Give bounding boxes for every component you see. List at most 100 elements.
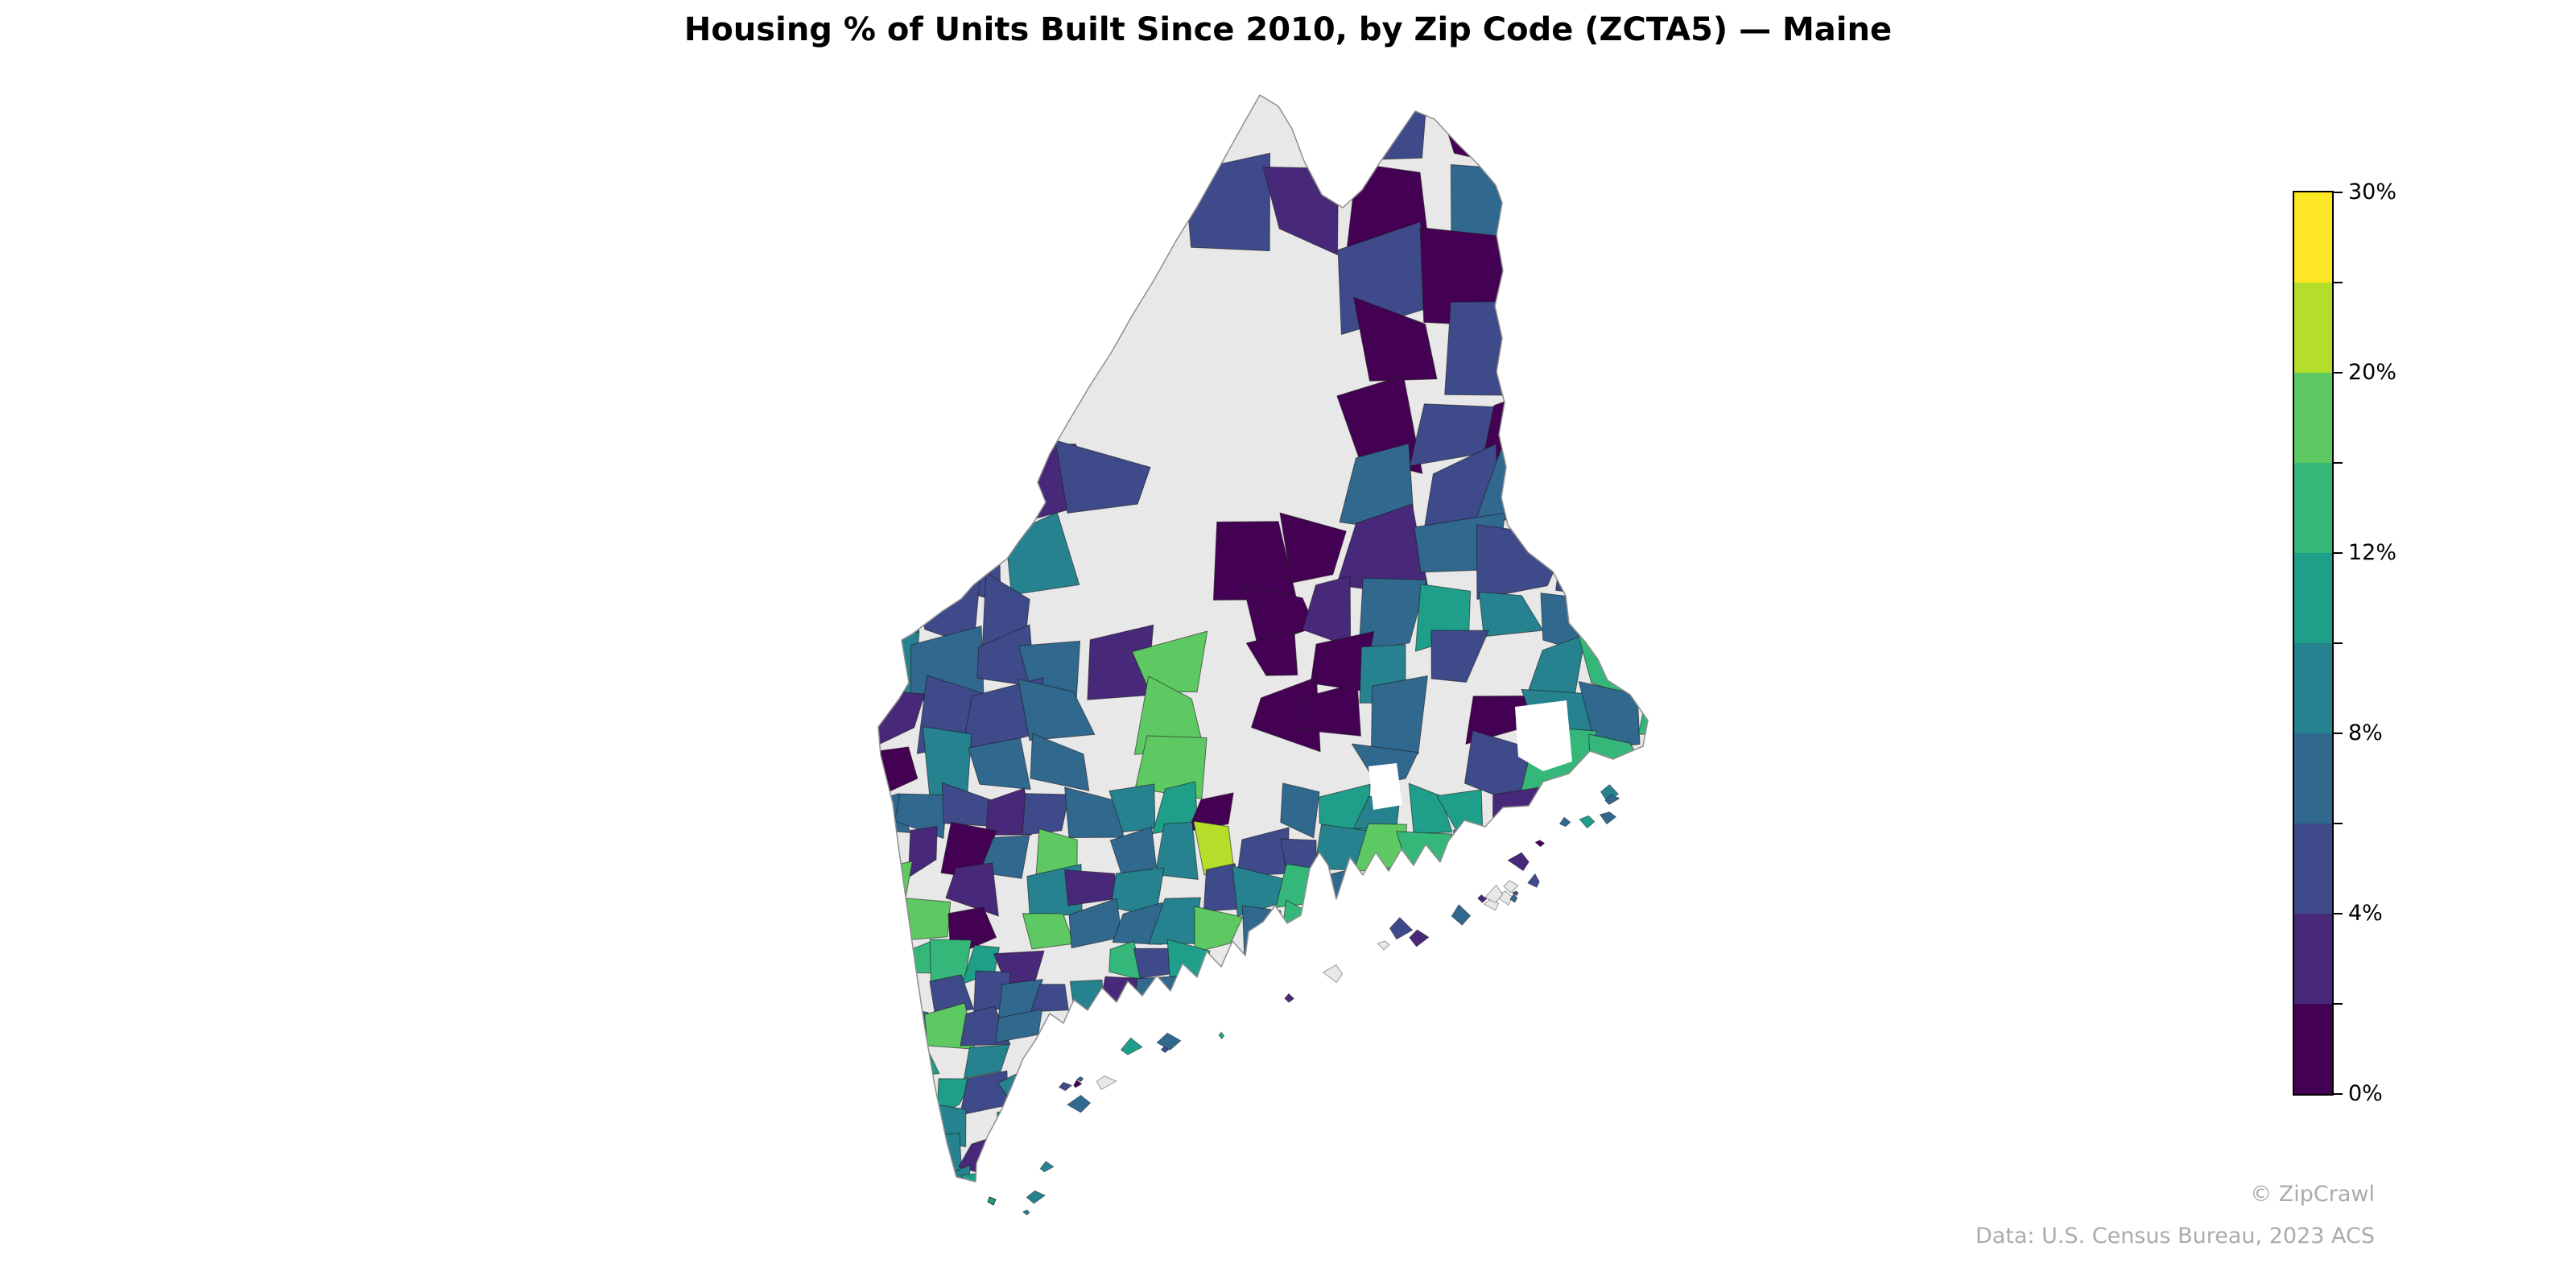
zcta-polygon xyxy=(1348,1039,1380,1084)
island-polygon xyxy=(1096,1075,1117,1091)
zcta-polygon xyxy=(1580,320,1648,401)
zcta-polygon xyxy=(1352,95,1428,161)
zcta-polygon xyxy=(1184,152,1271,252)
zcta-polygon xyxy=(1076,1195,1108,1243)
zcta-polygon xyxy=(1237,1199,1281,1236)
zcta-polygon xyxy=(1414,942,1452,984)
zcta-polygon xyxy=(1629,1100,1648,1141)
zcta-polygon xyxy=(1445,1167,1492,1182)
zcta-polygon xyxy=(1585,572,1648,635)
zcta-polygon xyxy=(1002,1233,1045,1266)
zcta-polygon xyxy=(1282,1134,1319,1180)
zcta-polygon xyxy=(1483,979,1526,1011)
island-polygon xyxy=(1377,940,1390,951)
zcta-polygon xyxy=(1555,528,1633,602)
zcta-polygon xyxy=(1107,1199,1149,1244)
zcta-polygon xyxy=(960,1229,1008,1277)
attribution-watermark: © ZipCrawl xyxy=(2250,1182,2375,1207)
zcta-polygon xyxy=(1521,1005,1566,1041)
zcta-polygon xyxy=(1586,985,1637,1018)
zcta-polygon xyxy=(1034,1207,1074,1236)
zcta-polygon xyxy=(1530,907,1574,956)
zcta-polygon xyxy=(1552,970,1599,1018)
zcta-polygon xyxy=(1516,976,1567,1007)
colorbar xyxy=(2293,191,2334,1096)
zcta-polygon xyxy=(878,1076,896,1113)
colorbar-band xyxy=(2294,373,2332,463)
zcta-polygon xyxy=(1588,1133,1636,1180)
zcta-polygon xyxy=(1484,1142,1533,1174)
zcta-polygon xyxy=(1623,1041,1648,1080)
zcta-polygon xyxy=(1411,972,1463,1011)
zcta-polygon xyxy=(1622,1075,1648,1116)
colorbar-tick xyxy=(2334,733,2343,734)
zcta-polygon xyxy=(1593,940,1635,986)
colorbar-tick xyxy=(2334,282,2343,283)
zcta-polygon xyxy=(1358,577,1427,651)
colorbar-band xyxy=(2294,1004,2332,1094)
colorbar-tick xyxy=(2334,462,2343,464)
zcta-polygon xyxy=(1525,1034,1555,1075)
zcta-polygon xyxy=(960,1203,1009,1234)
zcta-polygon xyxy=(1629,972,1648,1006)
zcta-polygon xyxy=(878,1041,892,1085)
zcta-polygon xyxy=(1620,1244,1660,1274)
zcta-polygon xyxy=(1481,836,1536,871)
zcta-polygon xyxy=(1637,681,1648,735)
zcta-polygon xyxy=(1315,903,1374,941)
zcta-polygon xyxy=(1348,1109,1389,1148)
colorbar-tick-label: 0% xyxy=(2348,1081,2383,1106)
zcta-polygon xyxy=(1441,912,1499,954)
zcta-polygon xyxy=(1444,301,1523,396)
zcta-polygon xyxy=(1587,1039,1631,1080)
colorbar-band xyxy=(2294,553,2332,643)
zcta-polygon xyxy=(985,787,1032,836)
zcta-polygon xyxy=(1492,786,1541,840)
zcta-polygon xyxy=(878,898,906,945)
zcta-polygon xyxy=(1297,683,1361,737)
zcta-polygon xyxy=(999,1196,1036,1243)
island-polygon xyxy=(1120,1037,1143,1055)
island-polygon xyxy=(1218,1031,1225,1040)
island-polygon xyxy=(1484,884,1504,903)
zcta-polygon xyxy=(1519,1232,1563,1277)
zcta-polygon xyxy=(1414,1037,1462,1077)
zcta-polygon xyxy=(964,1044,1010,1080)
zcta-polygon xyxy=(1216,976,1253,1018)
zcta-polygon xyxy=(1238,1016,1283,1051)
zcta-polygon xyxy=(995,1164,1043,1182)
zcta-polygon xyxy=(1619,1004,1648,1039)
zcta-polygon xyxy=(1595,1232,1633,1276)
island-polygon xyxy=(1409,929,1430,947)
zcta-polygon xyxy=(1453,1230,1489,1274)
colorbar-band xyxy=(2294,643,2332,733)
zcta-polygon xyxy=(1067,1132,1109,1168)
zcta-polygon xyxy=(1178,1100,1219,1139)
zcta-polygon xyxy=(1146,1173,1175,1182)
island-polygon xyxy=(1511,890,1519,896)
island-polygon xyxy=(1073,1080,1083,1088)
zcta-polygon xyxy=(1251,676,1321,753)
zcta-polygon xyxy=(1212,1036,1242,1081)
island-polygon xyxy=(1534,840,1546,848)
zcta-polygon xyxy=(1271,1100,1321,1139)
zcta-polygon xyxy=(906,898,952,940)
colorbar-tick xyxy=(2334,913,2343,914)
zcta-polygon xyxy=(1490,1002,1533,1052)
island-polygon xyxy=(1156,1032,1182,1051)
zcta-polygon xyxy=(1585,1104,1634,1137)
zcta-polygon xyxy=(1506,233,1614,334)
island-polygon xyxy=(1058,1081,1073,1092)
zcta-polygon xyxy=(878,1004,898,1050)
zcta-polygon xyxy=(927,1133,962,1178)
colorbar-tick xyxy=(2334,642,2343,644)
zcta-polygon xyxy=(1389,1078,1422,1113)
island-polygon xyxy=(1451,904,1472,926)
zcta-polygon xyxy=(1352,1200,1385,1231)
zcta-polygon xyxy=(898,1165,942,1182)
zcta-polygon xyxy=(1312,1045,1357,1079)
zcta-polygon xyxy=(1030,1234,1072,1273)
zcta-polygon xyxy=(1417,1198,1454,1238)
zcta-polygon xyxy=(1278,1076,1314,1113)
colorbar-tick-label: 8% xyxy=(2348,720,2383,745)
